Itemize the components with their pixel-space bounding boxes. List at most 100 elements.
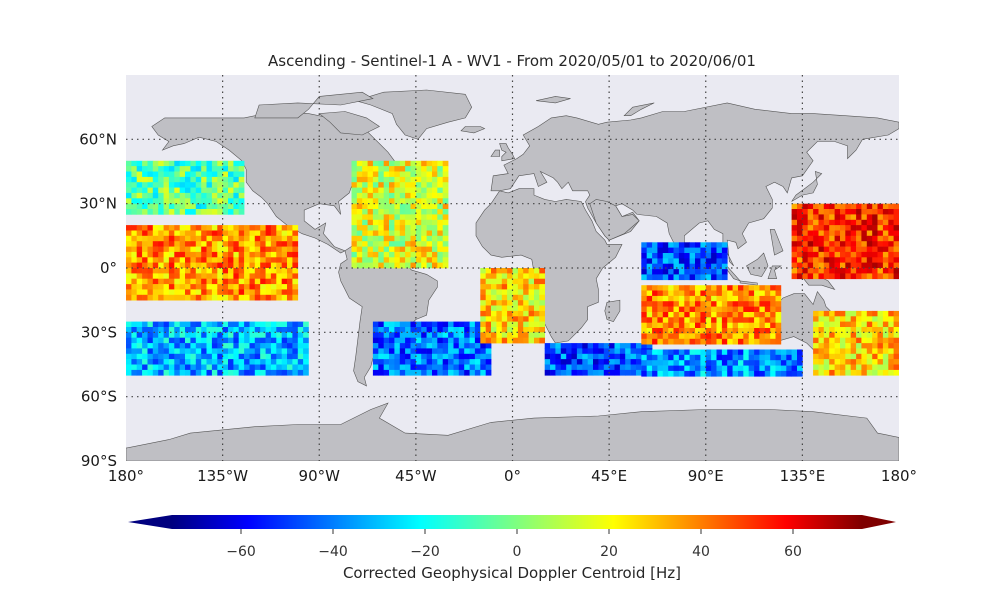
doppler-cell xyxy=(802,214,809,221)
doppler-cell xyxy=(356,246,363,253)
doppler-cell xyxy=(131,268,138,274)
doppler-cell xyxy=(228,364,234,371)
doppler-cell xyxy=(893,273,899,280)
lon-tick-label: 45°E xyxy=(591,467,627,485)
doppler-cell xyxy=(727,354,733,361)
doppler-cell xyxy=(185,289,191,296)
doppler-cell xyxy=(152,225,159,231)
doppler-cell xyxy=(367,219,374,226)
doppler-cell xyxy=(270,353,277,360)
doppler-cell xyxy=(190,353,197,360)
doppler-cell xyxy=(856,235,862,242)
doppler-cell xyxy=(555,369,562,376)
doppler-cell xyxy=(185,348,191,355)
doppler-cell xyxy=(791,349,798,356)
doppler-cell xyxy=(662,306,669,313)
doppler-cell xyxy=(641,343,647,349)
doppler-cell xyxy=(888,225,894,231)
doppler-cell xyxy=(818,203,825,210)
doppler-cell xyxy=(265,294,272,301)
doppler-cell xyxy=(539,289,545,296)
doppler-cell xyxy=(721,322,728,329)
doppler-cell xyxy=(281,225,288,231)
doppler-cell xyxy=(614,369,621,376)
doppler-cell xyxy=(872,225,878,231)
doppler-cell xyxy=(743,338,749,345)
doppler-cell xyxy=(222,289,229,296)
doppler-cell xyxy=(571,369,578,376)
doppler-cell xyxy=(791,225,798,231)
doppler-cell xyxy=(657,322,664,329)
doppler-cell xyxy=(421,343,427,349)
doppler-cell xyxy=(780,365,787,372)
doppler-cell xyxy=(276,251,282,258)
doppler-cell xyxy=(168,348,175,355)
doppler-cell xyxy=(764,322,771,329)
doppler-cell xyxy=(705,338,712,345)
doppler-cell xyxy=(265,225,272,231)
doppler-cell xyxy=(818,343,825,349)
doppler-cell xyxy=(823,348,830,355)
doppler-cell xyxy=(362,192,368,199)
doppler-cell xyxy=(700,312,707,318)
doppler-cell xyxy=(550,364,556,371)
doppler-cell xyxy=(228,268,234,274)
doppler-cell xyxy=(147,235,154,242)
doppler-cell xyxy=(249,268,256,274)
doppler-cell xyxy=(823,343,830,349)
doppler-cell xyxy=(372,198,379,204)
doppler-cell xyxy=(233,225,240,231)
doppler-cell xyxy=(845,273,851,280)
doppler-cell xyxy=(662,370,669,377)
doppler-cell xyxy=(576,343,583,349)
doppler-cell xyxy=(684,295,690,302)
doppler-cell xyxy=(174,246,180,253)
doppler-cell xyxy=(185,171,191,178)
doppler-cell xyxy=(603,364,610,371)
doppler-cell xyxy=(517,337,524,344)
doppler-cell xyxy=(206,182,213,188)
doppler-cell xyxy=(163,284,170,290)
doppler-cell xyxy=(356,166,363,172)
doppler-cell xyxy=(195,192,202,199)
doppler-cell xyxy=(190,225,197,231)
doppler-cell xyxy=(292,268,299,274)
doppler-cell xyxy=(432,348,438,355)
doppler-cell xyxy=(270,284,277,290)
doppler-cell xyxy=(678,247,685,254)
doppler-cell xyxy=(598,359,605,365)
doppler-cell xyxy=(877,268,884,274)
doppler-cell xyxy=(840,225,846,231)
doppler-cell xyxy=(861,337,868,344)
doppler-cell xyxy=(485,353,492,360)
doppler-cell xyxy=(185,160,191,167)
doppler-cell xyxy=(179,246,186,253)
doppler-cell xyxy=(888,235,894,242)
doppler-cell xyxy=(893,230,899,237)
doppler-cell xyxy=(576,353,583,360)
doppler-cell xyxy=(888,262,894,269)
doppler-cell xyxy=(609,343,615,349)
doppler-cell xyxy=(802,219,809,226)
doppler-cell xyxy=(866,219,873,226)
doppler-cell xyxy=(872,235,878,242)
doppler-cell xyxy=(845,316,851,322)
doppler-cell xyxy=(721,263,728,270)
doppler-cell xyxy=(791,251,798,258)
doppler-cell xyxy=(560,348,567,355)
doppler-cell xyxy=(845,251,851,258)
doppler-cell xyxy=(856,257,862,263)
doppler-cell xyxy=(415,353,422,360)
doppler-cell xyxy=(185,364,191,371)
doppler-cell xyxy=(287,359,293,365)
doppler-cell xyxy=(265,332,272,338)
doppler-cell xyxy=(856,310,862,317)
doppler-cell xyxy=(410,214,417,221)
doppler-cell xyxy=(840,310,846,317)
doppler-cell xyxy=(410,241,417,247)
doppler-cell xyxy=(389,214,395,221)
doppler-cell xyxy=(394,321,401,328)
doppler-cell xyxy=(770,312,776,318)
doppler-cell xyxy=(791,219,798,226)
